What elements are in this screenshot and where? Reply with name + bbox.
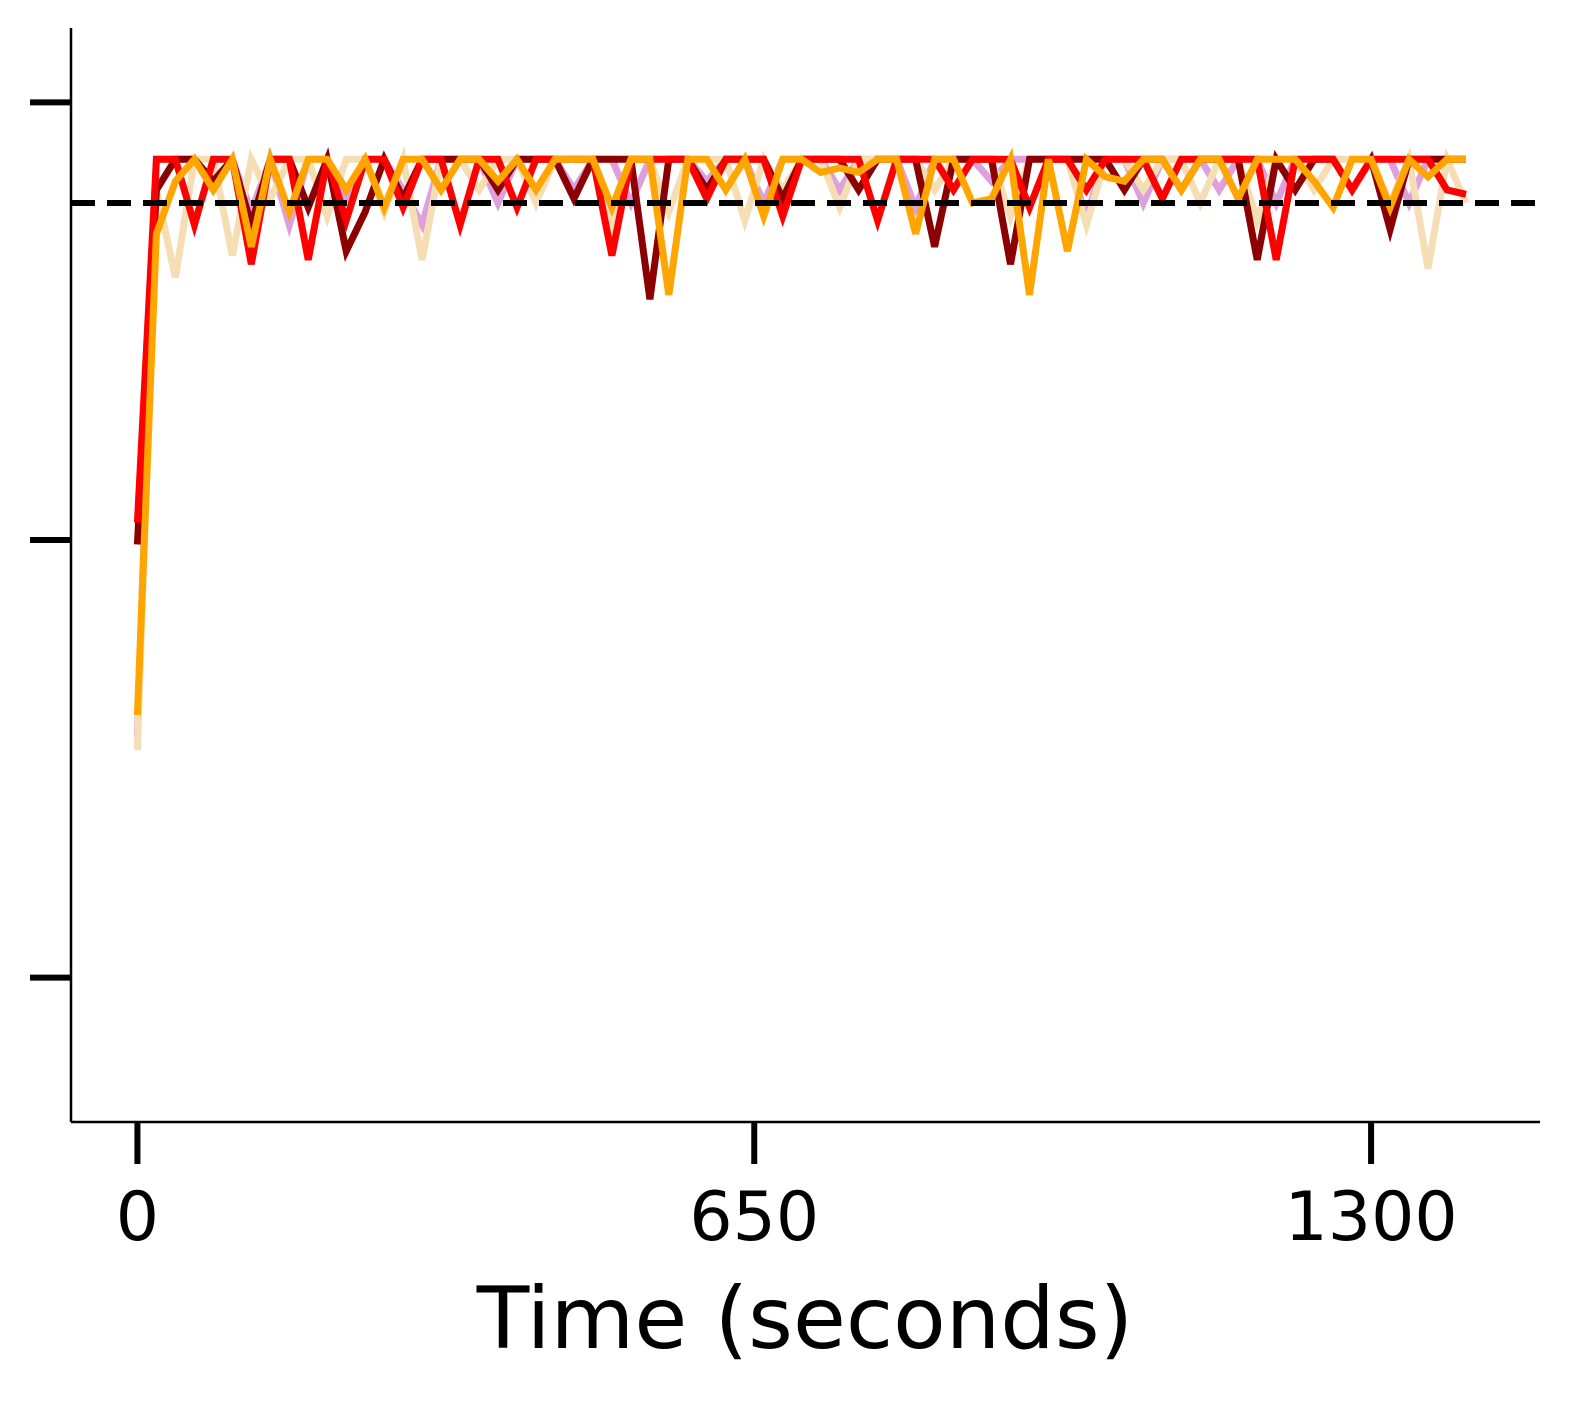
- data-line: [133, 146, 1466, 716]
- x-axis-label: Time (seconds): [476, 1269, 1133, 1369]
- data-line: [133, 146, 1470, 751]
- x-tick-label: 0: [116, 1178, 159, 1257]
- x-tick-label: 1300: [1285, 1178, 1458, 1257]
- data-line: [133, 147, 1466, 738]
- x-tick-label: 650: [689, 1178, 819, 1257]
